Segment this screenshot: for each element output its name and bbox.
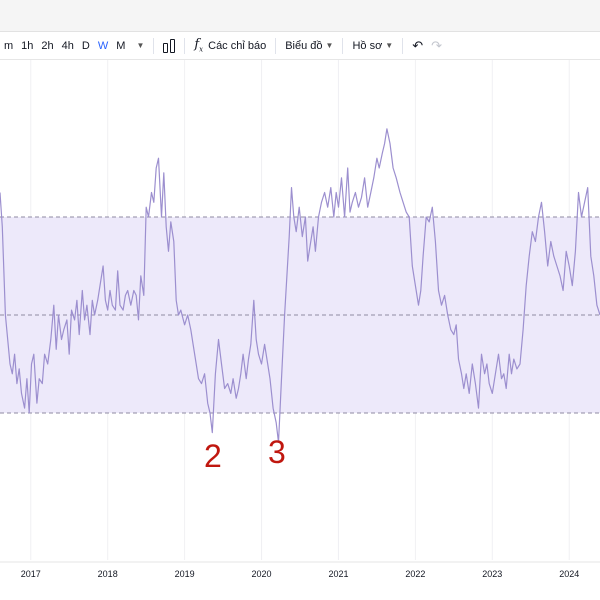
toolbar-divider bbox=[342, 37, 344, 54]
redo-button[interactable]: ↷ bbox=[427, 32, 446, 59]
x-tick-label-2023: 2023 bbox=[482, 569, 502, 579]
interval-button-minute[interactable]: m bbox=[4, 39, 14, 52]
window-top-bar bbox=[0, 0, 600, 32]
band-fill bbox=[0, 217, 600, 413]
chart-type-button[interactable] bbox=[159, 32, 179, 59]
x-tick-label-2019: 2019 bbox=[175, 569, 195, 579]
interval-button-4h[interactable]: 4h bbox=[61, 39, 74, 52]
redo-icon: ↷ bbox=[431, 37, 443, 53]
chart-area[interactable]: 2017 2018 2019 2020 2021 2022 2023 2024 2 3 bbox=[0, 60, 600, 600]
annotation-marker-2: 2 bbox=[204, 438, 222, 474]
annotation-marker-3: 3 bbox=[268, 434, 286, 470]
chart-toolbar: m 1h 2h 4h D W M ▼ fx Các chỉ báo Biểu đ… bbox=[0, 32, 600, 60]
interval-button-1h[interactable]: 1h bbox=[21, 39, 34, 52]
toolbar-divider bbox=[184, 37, 186, 54]
chart-menu-button[interactable]: Biểu đồ ▼ bbox=[281, 32, 337, 59]
x-tick-label-2021: 2021 bbox=[328, 569, 348, 579]
x-tick-label-2022: 2022 bbox=[405, 569, 425, 579]
x-tick-label-2020: 2020 bbox=[252, 569, 272, 579]
series-line bbox=[0, 128, 600, 443]
interval-button-week[interactable]: W bbox=[97, 39, 109, 52]
function-icon: fx bbox=[194, 37, 204, 54]
undo-button[interactable]: ↶ bbox=[408, 32, 427, 59]
chevron-down-icon: ▼ bbox=[385, 41, 394, 50]
interval-button-2h[interactable]: 2h bbox=[41, 39, 54, 52]
candlestick-icon bbox=[163, 38, 176, 53]
toolbar-divider bbox=[153, 37, 155, 54]
indicators-button[interactable]: fx Các chỉ báo bbox=[190, 32, 270, 59]
x-tick-label-2017: 2017 bbox=[21, 569, 41, 579]
interval-button-day[interactable]: D bbox=[81, 39, 90, 52]
profile-menu-button[interactable]: Hồ sơ ▼ bbox=[348, 32, 397, 59]
indicators-label: Các chỉ báo bbox=[208, 39, 267, 52]
toolbar-divider bbox=[275, 37, 277, 54]
interval-button-month[interactable]: M bbox=[116, 39, 126, 52]
chevron-down-icon: ▼ bbox=[325, 41, 334, 50]
profile-menu-label: Hồ sơ bbox=[352, 39, 383, 52]
rsi-chart[interactable]: 2017 2018 2019 2020 2021 2022 2023 2024 bbox=[0, 60, 600, 600]
x-tick-label-2024: 2024 bbox=[559, 569, 579, 579]
undo-icon: ↶ bbox=[412, 37, 424, 53]
toolbar-divider bbox=[402, 37, 404, 54]
interval-dropdown-button[interactable]: ▼ bbox=[129, 32, 148, 59]
x-tick-label-2018: 2018 bbox=[98, 569, 118, 579]
x-axis: 2017 2018 2019 2020 2021 2022 2023 2024 bbox=[0, 561, 600, 579]
chart-menu-label: Biểu đồ bbox=[285, 39, 323, 52]
chevron-down-icon: ▼ bbox=[136, 41, 145, 50]
